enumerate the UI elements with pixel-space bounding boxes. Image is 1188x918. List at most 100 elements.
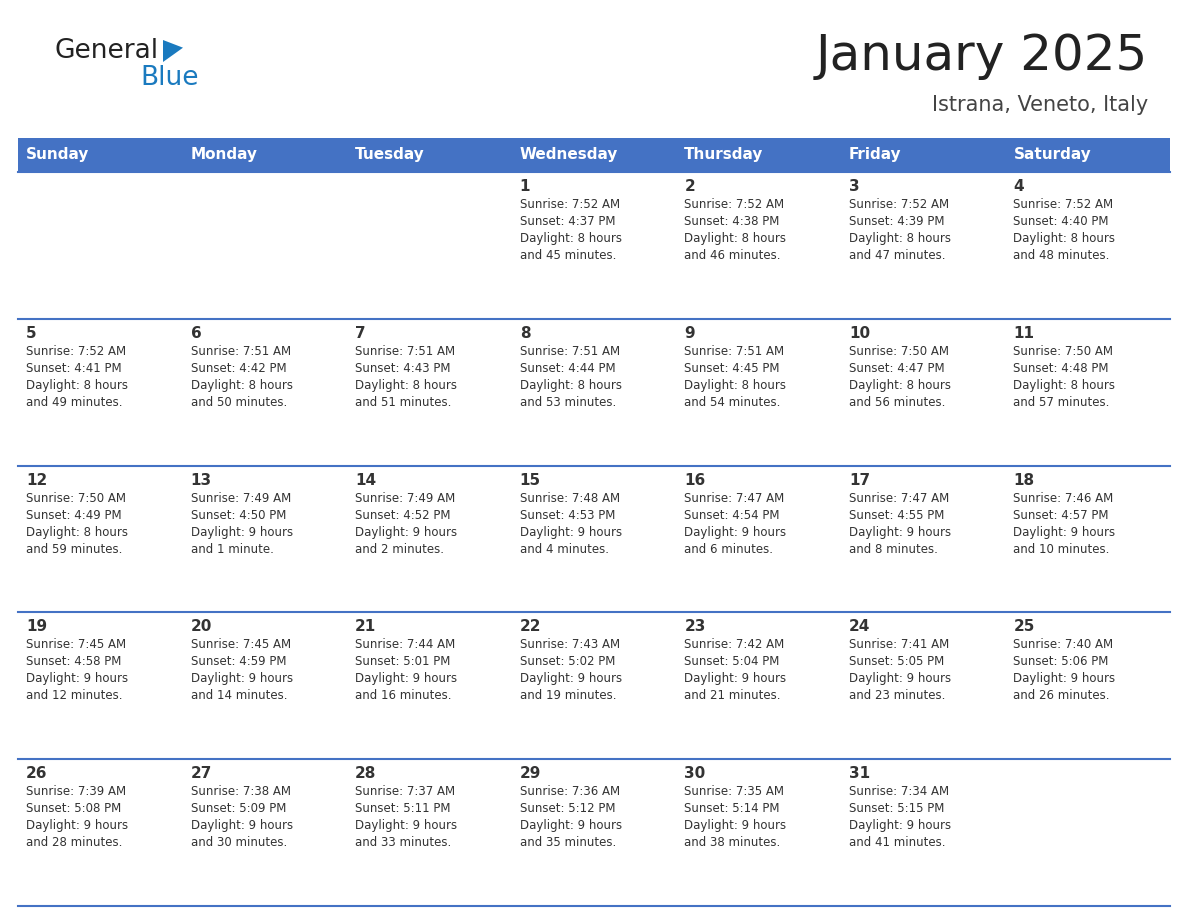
Text: Daylight: 9 hours: Daylight: 9 hours xyxy=(190,672,292,686)
Text: Daylight: 9 hours: Daylight: 9 hours xyxy=(26,819,128,833)
Text: Daylight: 8 hours: Daylight: 8 hours xyxy=(684,232,786,245)
Text: and 14 minutes.: and 14 minutes. xyxy=(190,689,287,702)
Text: Sunset: 4:40 PM: Sunset: 4:40 PM xyxy=(1013,215,1108,228)
Text: Sunrise: 7:36 AM: Sunrise: 7:36 AM xyxy=(519,785,620,798)
Text: Sunset: 5:02 PM: Sunset: 5:02 PM xyxy=(519,655,615,668)
Text: 16: 16 xyxy=(684,473,706,487)
Text: and 10 minutes.: and 10 minutes. xyxy=(1013,543,1110,555)
Text: Sunrise: 7:34 AM: Sunrise: 7:34 AM xyxy=(849,785,949,798)
Text: 29: 29 xyxy=(519,767,541,781)
Bar xyxy=(183,172,347,319)
Text: Sunset: 4:57 PM: Sunset: 4:57 PM xyxy=(1013,509,1108,521)
Text: and 49 minutes.: and 49 minutes. xyxy=(26,396,122,409)
Text: Daylight: 8 hours: Daylight: 8 hours xyxy=(1013,379,1116,392)
Text: and 21 minutes.: and 21 minutes. xyxy=(684,689,781,702)
Text: Sunrise: 7:35 AM: Sunrise: 7:35 AM xyxy=(684,785,784,798)
Text: Sunset: 5:12 PM: Sunset: 5:12 PM xyxy=(519,802,615,815)
Bar xyxy=(512,612,676,759)
Text: and 26 minutes.: and 26 minutes. xyxy=(1013,689,1110,702)
Bar xyxy=(676,319,841,465)
Text: Sunrise: 7:50 AM: Sunrise: 7:50 AM xyxy=(849,345,949,358)
Text: Sunrise: 7:40 AM: Sunrise: 7:40 AM xyxy=(1013,638,1113,652)
Text: and 54 minutes.: and 54 minutes. xyxy=(684,396,781,409)
Text: Sunrise: 7:50 AM: Sunrise: 7:50 AM xyxy=(1013,345,1113,358)
Text: and 2 minutes.: and 2 minutes. xyxy=(355,543,444,555)
Text: Sunset: 4:50 PM: Sunset: 4:50 PM xyxy=(190,509,286,521)
Text: Sunrise: 7:37 AM: Sunrise: 7:37 AM xyxy=(355,785,455,798)
Text: Saturday: Saturday xyxy=(1013,148,1092,162)
Text: Sunset: 4:59 PM: Sunset: 4:59 PM xyxy=(190,655,286,668)
Bar xyxy=(841,138,1005,172)
Bar xyxy=(676,759,841,906)
Bar xyxy=(512,172,676,319)
Bar xyxy=(841,465,1005,612)
Text: 26: 26 xyxy=(26,767,48,781)
Bar xyxy=(18,759,183,906)
Text: Sunrise: 7:51 AM: Sunrise: 7:51 AM xyxy=(355,345,455,358)
Bar xyxy=(1005,759,1170,906)
Text: Daylight: 9 hours: Daylight: 9 hours xyxy=(849,526,950,539)
Text: Sunrise: 7:49 AM: Sunrise: 7:49 AM xyxy=(190,492,291,505)
Text: and 38 minutes.: and 38 minutes. xyxy=(684,836,781,849)
Text: Sunset: 4:49 PM: Sunset: 4:49 PM xyxy=(26,509,121,521)
Text: Sunset: 4:55 PM: Sunset: 4:55 PM xyxy=(849,509,944,521)
Text: Sunrise: 7:51 AM: Sunrise: 7:51 AM xyxy=(190,345,291,358)
Text: and 59 minutes.: and 59 minutes. xyxy=(26,543,122,555)
Text: Sunrise: 7:49 AM: Sunrise: 7:49 AM xyxy=(355,492,455,505)
Text: Thursday: Thursday xyxy=(684,148,764,162)
Text: Sunrise: 7:52 AM: Sunrise: 7:52 AM xyxy=(26,345,126,358)
Bar xyxy=(676,172,841,319)
Text: and 35 minutes.: and 35 minutes. xyxy=(519,836,615,849)
Text: and 33 minutes.: and 33 minutes. xyxy=(355,836,451,849)
Text: Daylight: 9 hours: Daylight: 9 hours xyxy=(684,526,786,539)
Text: 17: 17 xyxy=(849,473,870,487)
Text: and 4 minutes.: and 4 minutes. xyxy=(519,543,608,555)
Text: and 16 minutes.: and 16 minutes. xyxy=(355,689,451,702)
Text: and 23 minutes.: and 23 minutes. xyxy=(849,689,946,702)
Text: Sunrise: 7:51 AM: Sunrise: 7:51 AM xyxy=(519,345,620,358)
Text: Sunset: 5:15 PM: Sunset: 5:15 PM xyxy=(849,802,944,815)
Text: Daylight: 8 hours: Daylight: 8 hours xyxy=(190,379,292,392)
Bar xyxy=(512,759,676,906)
Text: Sunset: 5:05 PM: Sunset: 5:05 PM xyxy=(849,655,944,668)
Text: Wednesday: Wednesday xyxy=(519,148,618,162)
Bar xyxy=(183,465,347,612)
Bar xyxy=(18,465,183,612)
Bar xyxy=(841,319,1005,465)
Bar xyxy=(676,612,841,759)
Text: 7: 7 xyxy=(355,326,366,341)
Text: Daylight: 8 hours: Daylight: 8 hours xyxy=(519,232,621,245)
Text: 2: 2 xyxy=(684,179,695,194)
Text: 3: 3 xyxy=(849,179,859,194)
Text: 13: 13 xyxy=(190,473,211,487)
Text: and 19 minutes.: and 19 minutes. xyxy=(519,689,617,702)
Text: Daylight: 8 hours: Daylight: 8 hours xyxy=(1013,232,1116,245)
Bar xyxy=(676,138,841,172)
Text: Sunrise: 7:50 AM: Sunrise: 7:50 AM xyxy=(26,492,126,505)
Text: Daylight: 9 hours: Daylight: 9 hours xyxy=(684,819,786,833)
Text: and 50 minutes.: and 50 minutes. xyxy=(190,396,286,409)
Text: and 12 minutes.: and 12 minutes. xyxy=(26,689,122,702)
Text: 12: 12 xyxy=(26,473,48,487)
Text: Sunrise: 7:51 AM: Sunrise: 7:51 AM xyxy=(684,345,784,358)
Bar xyxy=(347,172,512,319)
Bar xyxy=(1005,465,1170,612)
Bar xyxy=(347,759,512,906)
Bar xyxy=(1005,319,1170,465)
Text: and 57 minutes.: and 57 minutes. xyxy=(1013,396,1110,409)
Text: Daylight: 9 hours: Daylight: 9 hours xyxy=(1013,672,1116,686)
Text: 18: 18 xyxy=(1013,473,1035,487)
Bar xyxy=(512,465,676,612)
Text: 27: 27 xyxy=(190,767,211,781)
Text: Sunset: 4:38 PM: Sunset: 4:38 PM xyxy=(684,215,779,228)
Text: Daylight: 9 hours: Daylight: 9 hours xyxy=(190,526,292,539)
Text: 24: 24 xyxy=(849,620,871,634)
Bar xyxy=(183,759,347,906)
Text: 19: 19 xyxy=(26,620,48,634)
Text: Sunset: 5:11 PM: Sunset: 5:11 PM xyxy=(355,802,450,815)
Text: and 48 minutes.: and 48 minutes. xyxy=(1013,249,1110,262)
Text: Sunrise: 7:52 AM: Sunrise: 7:52 AM xyxy=(519,198,620,211)
Bar xyxy=(1005,138,1170,172)
Text: 5: 5 xyxy=(26,326,37,341)
Text: 25: 25 xyxy=(1013,620,1035,634)
